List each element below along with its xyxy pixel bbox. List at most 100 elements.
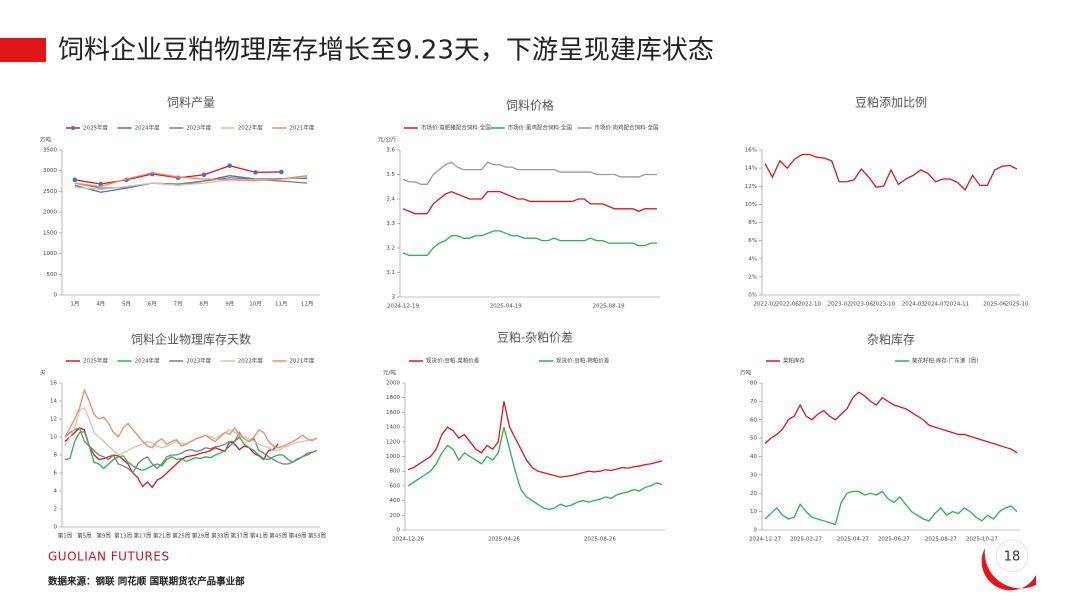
x-tick-label: 2024-12-27 — [749, 537, 781, 543]
x-tick-label: 10月 — [249, 301, 262, 308]
legend-label: 2024年度 — [135, 357, 160, 365]
chart-title: 杂粕库存 — [867, 332, 915, 347]
y-tick-label: 3500 — [43, 148, 57, 154]
y-tick-label: 3.3 — [386, 221, 395, 227]
legend-label: 2022年度 — [238, 124, 263, 132]
y-axis-label: 万吨 — [40, 136, 52, 144]
series-line — [402, 161, 657, 185]
y-tick-label: 50 — [750, 436, 757, 442]
y-tick-label: 2% — [748, 274, 757, 280]
logo: GUOLIAN FUTURES — [48, 550, 170, 564]
source: 数据来源：钢联 同花顺 国联期货农产品事业部 — [47, 576, 245, 588]
x-tick-label: 6月 — [148, 301, 157, 308]
legend-label: 现货价:豆粕-棉粕价差 — [556, 357, 610, 365]
y-tick-label: 16% — [745, 148, 757, 154]
y-tick-label: 80 — [750, 381, 757, 387]
series-line — [64, 430, 318, 471]
y-tick-label: 3.5 — [386, 172, 395, 178]
data-point — [253, 170, 258, 175]
x-tick-label: 2025-04-27 — [837, 537, 869, 543]
chart-title: 饲料企业物理库存天数 — [131, 332, 251, 347]
x-tick-label: 第25周 — [172, 532, 190, 540]
series-line — [64, 388, 318, 449]
x-tick-label: 2024-12-26 — [392, 537, 424, 543]
x-tick-label: 2025-08-26 — [584, 537, 616, 543]
y-tick-label: 3.2 — [386, 246, 395, 252]
y-tick-label: 10 — [50, 435, 57, 441]
y-tick-label: 2000 — [43, 210, 57, 216]
legend-label: 市场价:蛋鸡配合饲料:全国 — [508, 124, 573, 132]
legend-label: 2025年度 — [83, 124, 108, 132]
y-tick-label: 0 — [54, 293, 58, 299]
y-tick-label: 1800 — [386, 395, 400, 401]
y-tick-label: 1500 — [43, 230, 57, 236]
legend-label: 市场价:育肥猪配合饲料:全国 — [421, 124, 491, 132]
x-tick-label: 第5周 — [77, 532, 92, 540]
y-tick-label: 800 — [390, 469, 401, 475]
y-tick-label: 0 — [54, 525, 58, 531]
x-tick-label: 2025-10 — [1006, 302, 1029, 308]
y-tick-label: 8 — [54, 453, 58, 459]
x-tick-label: 2024-11 — [946, 302, 969, 308]
x-tick-label: 2022-10 — [798, 302, 821, 308]
y-tick-label: 3.1 — [386, 270, 395, 276]
y-tick-label: 0 — [397, 528, 401, 534]
x-tick-label: 第29周 — [192, 532, 210, 540]
y-tick-label: 0 — [754, 528, 758, 534]
page-number: 18 — [1004, 550, 1021, 565]
series-line — [407, 401, 663, 478]
x-tick-label: 第45周 — [269, 532, 287, 540]
y-tick-label: 500 — [47, 272, 58, 278]
page-circle — [995, 539, 1029, 573]
y-axis-label: 万吨 — [740, 369, 752, 377]
y-tick-label: 30 — [750, 472, 757, 478]
legend-label: 2022年度 — [238, 357, 263, 365]
page-decoration — [981, 548, 1036, 591]
x-tick-label: 第53周 — [308, 532, 326, 540]
y-tick-label: 10% — [745, 202, 757, 208]
x-tick-label: 第41周 — [250, 532, 268, 540]
x-tick-label: 2024-07 — [924, 302, 947, 308]
y-tick-label: 3.6 — [386, 148, 395, 154]
series-line — [402, 190, 657, 215]
y-tick-label: 4 — [54, 489, 58, 495]
y-tick-label: 600 — [390, 483, 401, 489]
y-tick-label: 2000 — [386, 381, 400, 387]
y-tick-label: 3.4 — [386, 197, 395, 203]
legend-label: 菜粕库存 — [783, 357, 806, 365]
x-tick-label: 11月 — [275, 301, 288, 308]
x-tick-label: 2025-02-27 — [790, 537, 822, 543]
x-tick-label: 4月 — [96, 301, 105, 308]
y-tick-label: 3000 — [43, 168, 57, 174]
legend-label: 2021年度 — [289, 124, 314, 132]
y-tick-label: 2 — [54, 507, 58, 513]
y-axis-label: 元/公斤 — [378, 136, 397, 144]
y-axis-label: 元/吨 — [383, 369, 396, 377]
y-tick-label: 60 — [750, 417, 757, 423]
chart-title: 豆粕添加比例 — [855, 95, 927, 110]
legend-label: 2021年度 — [289, 357, 314, 365]
series-line — [764, 153, 1018, 191]
y-tick-label: 8% — [748, 220, 757, 226]
x-tick-label: 12月 — [301, 301, 314, 308]
x-tick-label: 2024-12-19 — [387, 304, 419, 310]
x-tick-label: 2025-04-19 — [490, 304, 522, 310]
data-point — [227, 163, 232, 169]
y-tick-label: 1000 — [43, 251, 57, 257]
legend-label: 现货价:豆粕-菜粕价差 — [426, 357, 480, 365]
x-tick-label: 2023-10 — [872, 302, 895, 308]
y-tick-label: 14% — [745, 166, 757, 172]
x-tick-label: 2023-02 — [828, 302, 851, 308]
series-line — [764, 490, 1018, 526]
legend-label: 2024年度 — [135, 124, 160, 132]
y-tick-label: 0% — [748, 293, 757, 299]
series-line — [74, 172, 308, 188]
slide-title: 饲料企业豆粕物理库存增长至9.23天，下游呈现建库状态 — [58, 36, 714, 66]
y-tick-label: 16 — [50, 381, 57, 387]
x-tick-label: 8月 — [199, 301, 208, 308]
legend-marker — [71, 126, 75, 130]
x-tick-label: 2025-06-27 — [878, 537, 910, 543]
y-tick-label: 1000 — [386, 454, 400, 460]
